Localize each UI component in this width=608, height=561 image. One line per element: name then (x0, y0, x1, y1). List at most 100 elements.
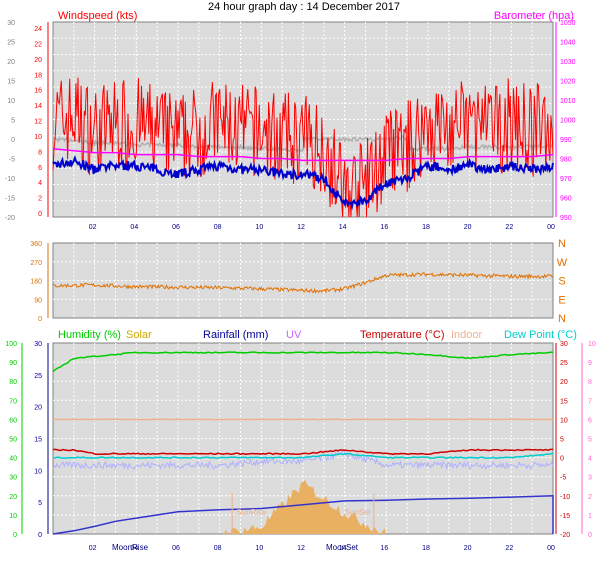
temperature-line (52, 448, 553, 456)
wind-x-tick: 16 (380, 224, 388, 231)
dir-right-tick: W (557, 257, 568, 269)
temp-tick: 10 (560, 417, 568, 424)
sunset-label: SunSet (345, 508, 372, 517)
dir-right-tick: S (558, 276, 565, 288)
uv-tick: 8 (588, 379, 592, 386)
wind-x-tick: 12 (297, 224, 305, 231)
avg-wind-line (52, 154, 554, 211)
uv-tick: 1 (588, 513, 592, 520)
wind-left-tick: 0 (38, 211, 42, 218)
wind-x-tick: 10 (255, 224, 263, 231)
uv-tick: 3 (588, 475, 592, 482)
uv-tick: 7 (588, 398, 592, 405)
wind-far-left-tick: -20 (5, 215, 15, 222)
temp-x-tick: 12 (297, 545, 305, 552)
humidity-line (52, 351, 553, 373)
hum-tick: 30 (9, 475, 17, 482)
legend-1: Solar (126, 329, 152, 341)
legend-barometer: Barometer (hpa) (494, 10, 574, 22)
wind-far-left-tick: 30 (7, 20, 15, 27)
wind-left-tick: 16 (34, 88, 42, 95)
dir-right-tick: E (558, 294, 565, 306)
legend-4: Temperature (°C) (360, 329, 444, 341)
wind-left-tick: 4 (38, 180, 42, 187)
temp-tick: -15 (560, 513, 570, 520)
hum-tick: 50 (9, 437, 17, 444)
wind-x-tick: 04 (130, 224, 138, 231)
legend-5: Indoor (451, 329, 483, 341)
hum-tick: 70 (9, 398, 17, 405)
temp-x-tick: 18 (422, 545, 430, 552)
hum-tick: 100 (5, 341, 17, 348)
hum-tick: 90 (9, 360, 17, 367)
rainfall-line (52, 495, 554, 535)
temp-x-tick: 14 (339, 545, 347, 552)
dewpoint-line (52, 452, 554, 459)
wind-x-tick: 06 (172, 224, 180, 231)
moonrise-label: MoonRise (112, 543, 149, 552)
legend-0: Humidity (%) (58, 329, 121, 341)
temp-tick: 30 (560, 341, 568, 348)
wind-x-tick: 00 (547, 224, 555, 231)
rain-tick: 25 (34, 373, 42, 380)
wind-x-tick: 20 (464, 224, 472, 231)
barometer-line (52, 148, 554, 162)
hum-tick: 10 (9, 513, 17, 520)
uv-tick: 10 (588, 341, 596, 348)
temp-x-tick: 10 (255, 545, 263, 552)
baro-right-tick: 1010 (560, 98, 576, 105)
uv-tick: 2 (588, 494, 592, 501)
temp-x-tick: 04 (130, 545, 138, 552)
wind-far-left-tick: 5 (11, 118, 15, 125)
temp-x-tick: 00 (547, 545, 555, 552)
uv-tick: 0 (588, 532, 592, 539)
wind-x-tick: 08 (214, 224, 222, 231)
baro-right-tick: 990 (560, 137, 572, 144)
wind-left-tick: 8 (38, 149, 42, 156)
wind-x-tick: 02 (89, 224, 97, 231)
baro-right-tick: 1000 (560, 118, 576, 125)
baro-right-tick: 950 (560, 215, 572, 222)
temp-x-tick: 08 (214, 545, 222, 552)
wind-left-tick: 18 (34, 72, 42, 79)
uv-tick: 5 (588, 437, 592, 444)
wind-far-left-tick: 25 (7, 40, 15, 47)
rain-tick: 10 (34, 468, 42, 475)
wind-x-tick: 18 (422, 224, 430, 231)
wind-left-tick: 24 (34, 26, 42, 33)
dir-left-tick: 270 (30, 260, 42, 267)
hum-tick: 0 (13, 532, 17, 539)
wind-far-left-tick: 10 (7, 98, 15, 105)
wind-left-tick: 10 (34, 134, 42, 141)
baro-right-tick: 1040 (560, 40, 576, 47)
wind-left-tick: 14 (34, 103, 42, 110)
hum-tick: 40 (9, 456, 17, 463)
legend-3: UV (286, 329, 302, 341)
rain-tick: 5 (38, 500, 42, 507)
rain-tick: 30 (34, 341, 42, 348)
hum-tick: 20 (9, 494, 17, 501)
temp-tick: -5 (560, 475, 566, 482)
uv-tick: 9 (588, 360, 592, 367)
legend-6: Dew Point (°C) (504, 329, 577, 341)
rain-tick: 15 (34, 437, 42, 444)
hum-tick: 60 (9, 417, 17, 424)
temp-tick: 5 (560, 437, 564, 444)
temp-x-tick: 22 (505, 545, 513, 552)
baro-right-tick: 1050 (560, 20, 576, 27)
wind-far-left-tick: 20 (7, 59, 15, 66)
dir-left-tick: 360 (30, 241, 42, 248)
wind-far-left-tick: 15 (7, 79, 15, 86)
wind-x-tick: 14 (339, 224, 347, 231)
moonset-label: MoonSet (326, 543, 359, 552)
rain-tick: 20 (34, 405, 42, 412)
wind-left-tick: 2 (38, 196, 42, 203)
dir-right-tick: N (558, 238, 566, 250)
chart-title: 24 hour graph day : 14 December 2017 (208, 1, 400, 13)
sunrise-label: SunRise (236, 508, 267, 517)
temp-tick: -10 (560, 494, 570, 501)
direction-line (52, 271, 553, 294)
dir-left-tick: 90 (34, 297, 42, 304)
